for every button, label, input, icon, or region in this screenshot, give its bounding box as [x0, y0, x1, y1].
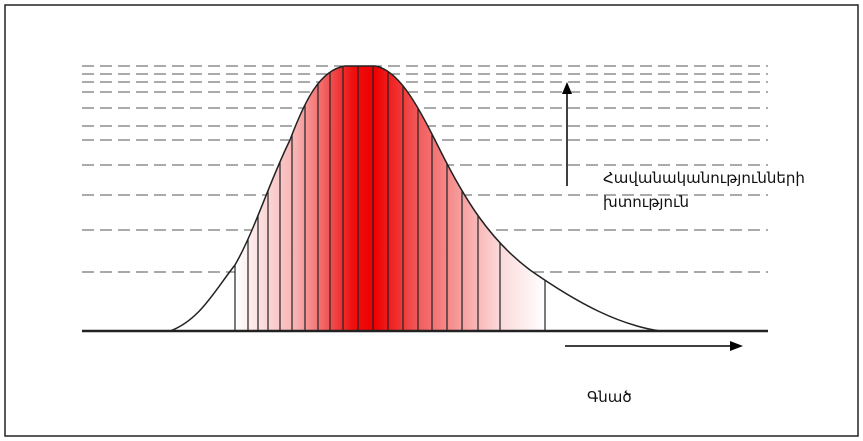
y-arrow	[562, 82, 572, 186]
density-curve	[169, 65, 661, 332]
x-arrow	[565, 341, 743, 351]
y-label-line: խտություն	[603, 193, 689, 211]
y-label-line: Հավանականությունների	[603, 169, 805, 187]
x-label: Գնած	[587, 388, 632, 406]
